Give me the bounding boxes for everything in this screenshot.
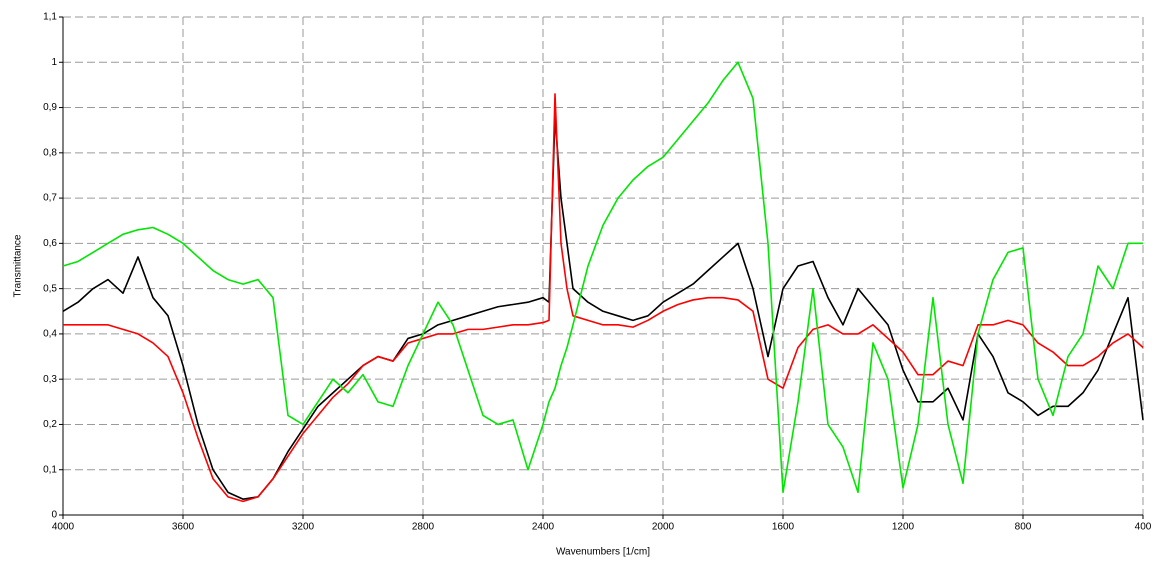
y-tick-label: 0,7 (43, 193, 57, 204)
y-tick-label: 0,4 (43, 329, 57, 340)
x-tick-label: 1200 (892, 522, 915, 533)
x-tick-label: 3600 (172, 522, 195, 533)
x-tick-label: 2800 (412, 522, 435, 533)
y-axis-label: Transmittance (13, 234, 24, 297)
x-tick-label: 800 (1015, 522, 1032, 533)
y-tick-label: 0,5 (43, 283, 57, 294)
y-tick-label: 0,2 (43, 419, 57, 430)
x-tick-label: 3200 (292, 522, 315, 533)
spectrum-line (62, 61, 1143, 494)
x-tick-label: 2400 (532, 522, 555, 533)
x-tick-label: 4000 (52, 522, 75, 533)
y-tick-label: 0,9 (43, 102, 57, 113)
x-tick-label: 400 (1135, 522, 1152, 533)
y-tick-label: 0,8 (43, 147, 57, 158)
y-tick-label: 0,3 (43, 374, 57, 385)
y-tick-label: 1 (51, 57, 57, 68)
spectrum-line (62, 115, 1144, 500)
y-tick-label: 1,1 (43, 12, 57, 23)
x-axis-label: Wavenumbers [1/cm] (556, 547, 650, 558)
x-tick-label: 2000 (652, 522, 675, 533)
y-tick-label: 0 (51, 510, 57, 521)
spectrum-line (63, 93, 1144, 503)
x-tick-label: 1600 (772, 522, 795, 533)
y-tick-label: 0,1 (43, 464, 57, 475)
y-tick-label: 0,6 (43, 238, 57, 249)
